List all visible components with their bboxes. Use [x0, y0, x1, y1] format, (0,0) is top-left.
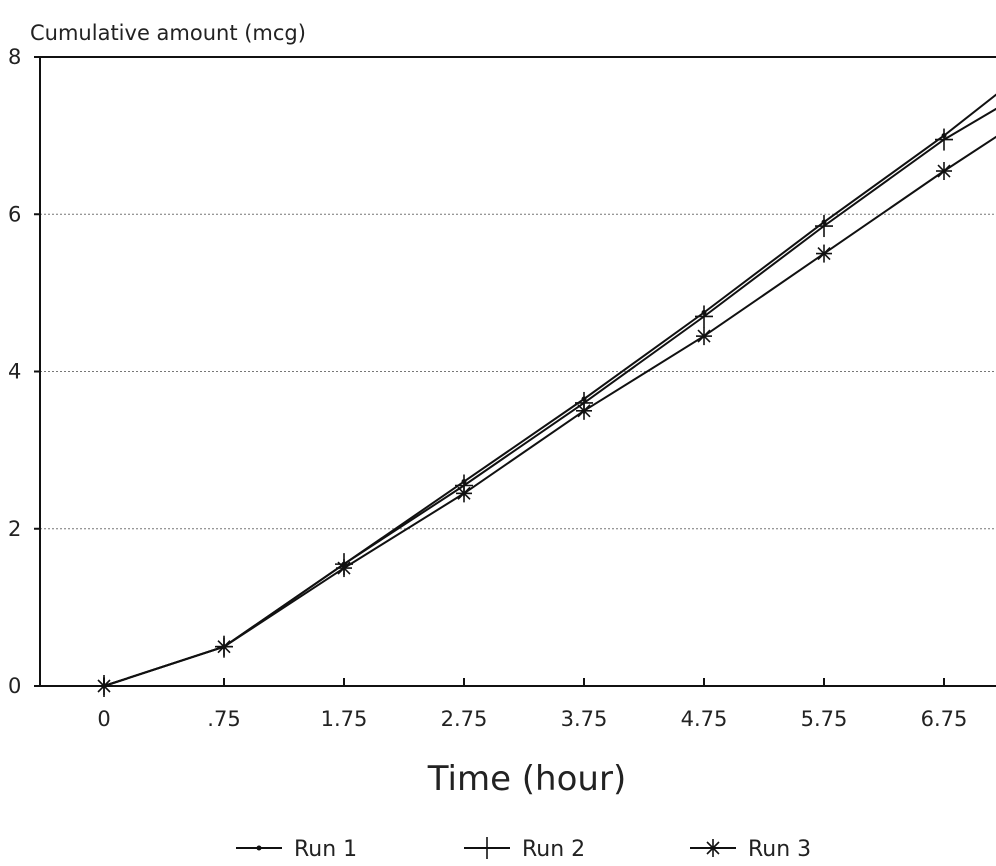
x-axis-label: Time (hour) — [427, 759, 626, 799]
marker-star-d2 — [457, 486, 471, 500]
legend-marker — [705, 839, 721, 857]
legend-label-run-2: Run 2 — [522, 837, 585, 862]
marker-star-d2 — [577, 404, 591, 418]
axes — [34, 56, 996, 687]
legend-item-run-3: Run 3 — [690, 837, 811, 862]
x-tick-label-7: 6.75 — [921, 707, 968, 731]
legend-label-run-1: Run 1 — [294, 837, 357, 862]
grid-lines — [40, 213, 996, 530]
marker-star-d2 — [217, 640, 231, 654]
x-tick-label-3: 2.75 — [441, 707, 488, 731]
marker-star-d2 — [817, 246, 831, 261]
x-tick-label-2: 1.75 — [321, 707, 368, 731]
y-tick-label-8: 8 — [8, 45, 21, 69]
marker-dot — [256, 845, 262, 851]
y-tick-label-6: 6 — [8, 202, 21, 226]
point-run-2-5 — [695, 305, 713, 328]
x-tick-label-0: 0 — [97, 707, 110, 731]
legend-item-run-1: Run 1 — [236, 837, 357, 862]
series-line-run-2 — [103, 107, 996, 687]
point-run-3-6 — [816, 244, 832, 263]
marker-star-d2 — [706, 841, 720, 855]
point-run-3-0 — [96, 677, 112, 695]
series-lines — [103, 93, 996, 687]
series-line-run-1 — [103, 93, 996, 687]
y-tick-label-2: 2 — [8, 517, 21, 541]
series-line-run-3 — [103, 135, 996, 687]
x-tick-label-1: .75 — [207, 707, 240, 731]
x-tick-label-6: 5.75 — [801, 707, 848, 731]
y-tick-labels: 0 2 4 6 8 — [8, 45, 21, 698]
x-tick-label-4: 3.75 — [561, 707, 608, 731]
y-tick-label-4: 4 — [8, 360, 21, 384]
legend-label-run-3: Run 3 — [748, 837, 811, 862]
point-run-3-4 — [576, 401, 592, 420]
point-run-3-2 — [336, 559, 352, 578]
legend-marker — [256, 845, 262, 851]
point-run-3-1 — [216, 637, 232, 656]
point-run-2-7 — [935, 128, 953, 151]
point-run-2-6 — [815, 215, 833, 238]
y-tick-label-0: 0 — [8, 674, 21, 698]
x-tick-labels: 0 .75 1.75 2.75 3.75 4.75 5.75 6.75 — [97, 707, 967, 731]
marker-star-d2 — [97, 679, 111, 693]
point-run-3-5 — [696, 327, 712, 346]
marker-star-d2 — [937, 164, 951, 178]
legend-marker — [478, 837, 496, 859]
marker-star-d2 — [337, 561, 351, 575]
legend: Run 1 Run 2 Run 3 — [236, 837, 811, 862]
legend-item-run-2: Run 2 — [464, 837, 585, 862]
marker-star-d2 — [697, 329, 711, 343]
x-tick-label-5: 4.75 — [681, 707, 728, 731]
point-run-3-7 — [936, 162, 952, 181]
series-markers — [95, 128, 953, 697]
y-axis-label: Cumulative amount (mcg) — [30, 21, 306, 45]
point-run-3-3 — [456, 484, 472, 503]
